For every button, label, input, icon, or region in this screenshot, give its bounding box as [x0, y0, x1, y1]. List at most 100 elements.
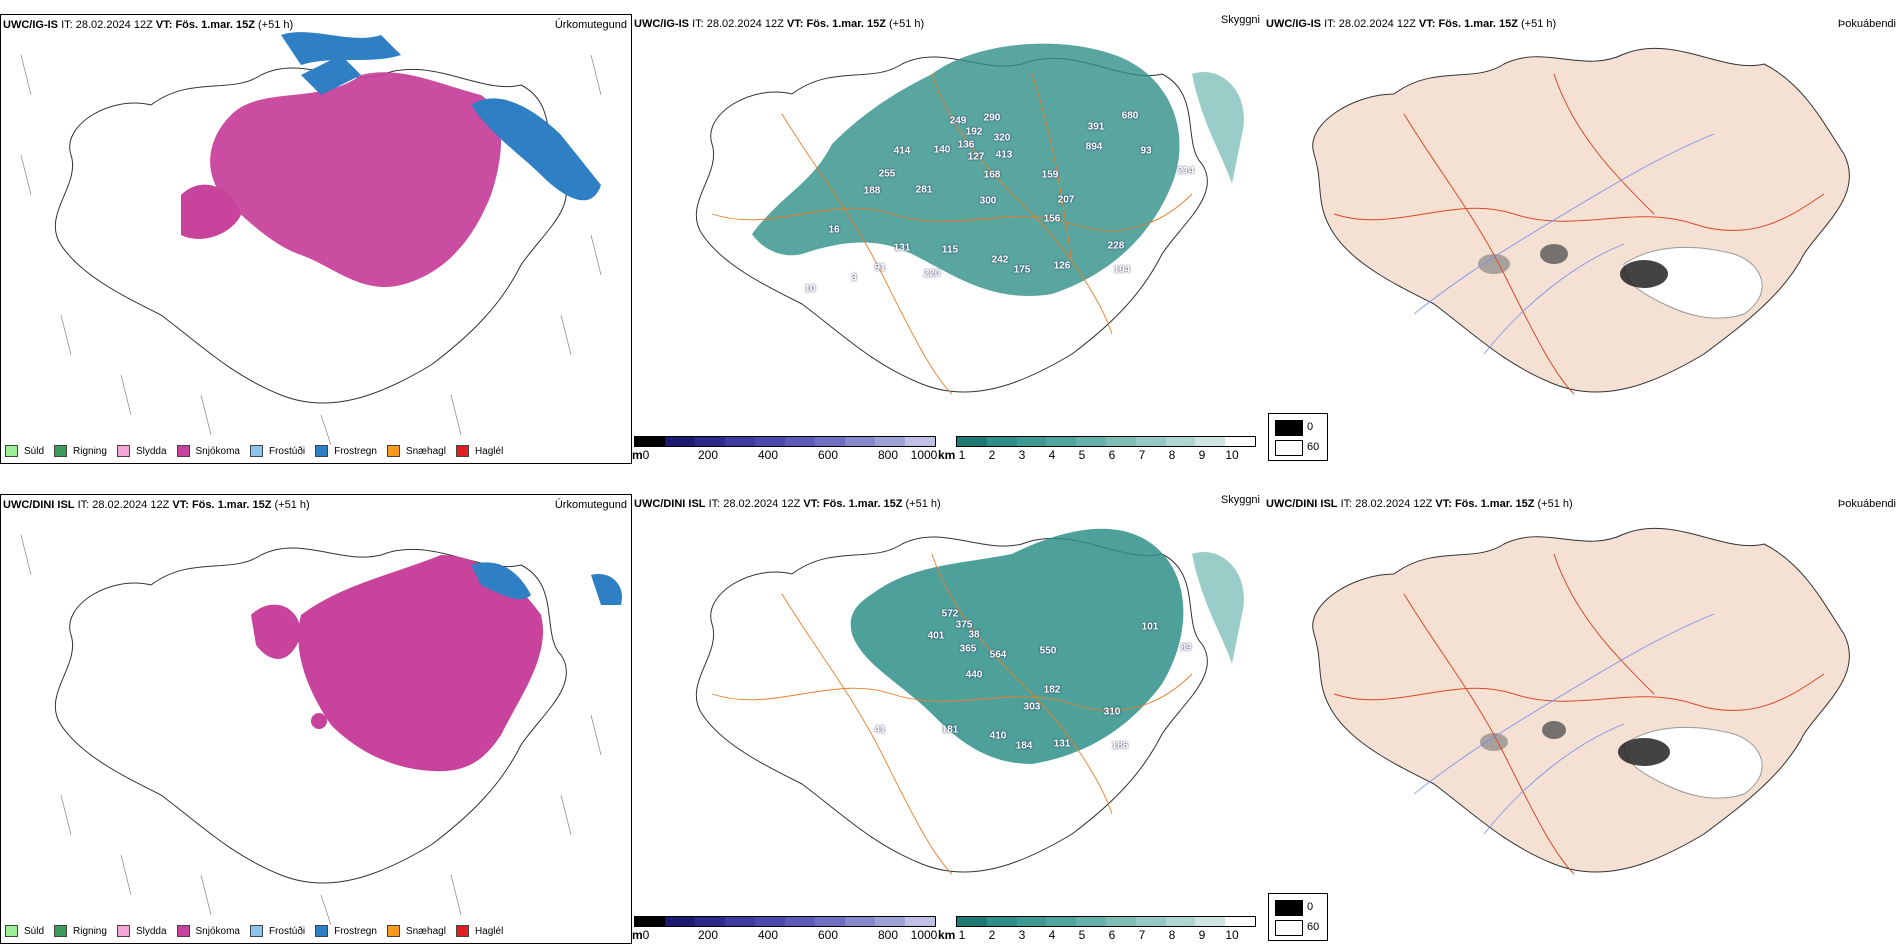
visibility-panel: UWC/IG-IS IT: 28.02.2024 12Z VT: Fös. 1.…	[632, 14, 1264, 464]
visibility-value: 101	[1141, 621, 1159, 633]
tick: 8	[1168, 448, 1176, 462]
km-colorbar	[956, 436, 1256, 447]
m-colorbar	[634, 436, 936, 447]
visibility-value: 300	[979, 195, 997, 207]
visibility-value: 192	[965, 126, 983, 138]
legend-item: Súld	[5, 445, 44, 457]
visibility-value: 401	[927, 630, 945, 642]
tick: 5	[1078, 448, 1086, 462]
fog-panel: UWC/DINI ISL IT: 28.02.2024 12Z VT: Fös.…	[1264, 494, 1900, 944]
tick: 10	[1225, 448, 1239, 462]
visibility-value: 175	[1013, 264, 1031, 276]
visibility-value: 127	[967, 151, 985, 163]
fog-panel: UWC/IG-IS IT: 28.02.2024 12Z VT: Fös. 1.…	[1264, 14, 1900, 464]
fog-map	[1312, 527, 1850, 875]
visibility-value: 572	[941, 608, 959, 620]
legend-item: Frostregn	[315, 445, 377, 457]
tick: 200	[697, 448, 719, 462]
fog-swatch-dark	[1275, 900, 1303, 916]
legend-item: Rigning	[54, 445, 107, 457]
visibility-value: 365	[959, 643, 977, 655]
row-2: UWC/DINI ISL IT: 28.02.2024 12Z VT: Fös.…	[0, 480, 1900, 950]
legend-item: Haglél	[455, 925, 503, 937]
fog-swatch-dark	[1275, 420, 1303, 436]
legend-item: Slydda	[116, 445, 167, 457]
panel-title: UWC/IG-IS IT: 28.02.2024 12Z VT: Fös. 1.…	[3, 19, 294, 31]
panel-type-label: Skyggni	[1220, 494, 1260, 506]
tick: 6	[1108, 448, 1116, 462]
m-unit: m	[632, 928, 643, 942]
fog-legend-label: 60	[1307, 441, 1320, 453]
visibility-value: 242	[991, 254, 1009, 266]
tick: 0	[642, 448, 650, 462]
tick: 400	[757, 448, 779, 462]
fog-legend-label: 60	[1307, 921, 1320, 933]
legend-item: Rigning	[54, 925, 107, 937]
tick: 3	[1018, 448, 1026, 462]
visibility-value: 131	[1053, 738, 1071, 750]
tick: 800	[877, 448, 899, 462]
tick: 6	[1108, 928, 1116, 942]
tick: 4	[1048, 928, 1056, 942]
visibility-value: 680	[1121, 110, 1139, 122]
panel-title: UWC/DINI ISL IT: 28.02.2024 12Z VT: Fös.…	[634, 498, 941, 510]
fog-legend: 0 60	[1268, 893, 1328, 941]
visibility-value: 126	[1053, 260, 1071, 272]
visibility-value: 290	[983, 112, 1001, 124]
visibility-value: 410	[989, 730, 1007, 742]
visibility-value: 131	[893, 242, 911, 254]
visibility-value: 10	[804, 283, 816, 295]
visibility-value: 168	[983, 169, 1001, 181]
tick: 1000	[910, 928, 938, 942]
fog-legend-label: 0	[1307, 901, 1314, 913]
visibility-value: 207	[1057, 194, 1075, 206]
tick: 600	[817, 448, 839, 462]
visibility-value: 186	[1111, 740, 1129, 752]
legend-item: Frostúði	[249, 925, 305, 937]
tick: 2	[988, 448, 996, 462]
visibility-value: 156	[1043, 213, 1061, 225]
legend-item: Snæhagl	[386, 925, 446, 937]
tick: 200	[697, 928, 719, 942]
fog-map	[1312, 47, 1850, 395]
tick: 7	[1138, 928, 1146, 942]
visibility-value: 310	[1103, 706, 1121, 718]
visibility-value: 894	[1085, 141, 1103, 153]
tick: 600	[817, 928, 839, 942]
precip-type-panel: UWC/IG-IS IT: 28.02.2024 12Z VT: Fös. 1.…	[0, 14, 632, 464]
m-colorbar	[634, 916, 936, 927]
km-unit: km	[938, 448, 956, 462]
visibility-value: 93	[1140, 145, 1152, 157]
visibility-value: 320	[993, 132, 1011, 144]
tick: 9	[1198, 928, 1206, 942]
visibility-value: 136	[957, 139, 975, 151]
legend-item: Frostúði	[249, 445, 305, 457]
panel-type-label: Úrkomutegund	[554, 499, 627, 511]
tick: 800	[877, 928, 899, 942]
tick: 1	[958, 448, 966, 462]
visibility-value: 16	[828, 224, 840, 236]
panel-type-label: Úrkomutegund	[554, 19, 627, 31]
panel-title: UWC/IG-IS IT: 28.02.2024 12Z VT: Fös. 1.…	[634, 18, 925, 30]
legend-item: Haglél	[455, 445, 503, 457]
tick: 3	[1018, 928, 1026, 942]
precip-legend: Súld Rigning Slydda Snjókoma Frostúði Fr…	[5, 445, 513, 457]
panel-title: UWC/DINI ISL IT: 28.02.2024 12Z VT: Fös.…	[1266, 498, 1573, 510]
visibility-value: 228	[1107, 240, 1125, 252]
tick: 4	[1048, 448, 1056, 462]
visibility-value: 391	[1087, 121, 1105, 133]
visibility-value: 413	[995, 149, 1013, 161]
visibility-value: 281	[915, 184, 933, 196]
fog-swatch-light	[1275, 440, 1303, 456]
visibility-value: 182	[1043, 684, 1061, 696]
legend-item: Snjókoma	[176, 925, 240, 937]
visibility-value: 220	[923, 268, 941, 280]
precip-type-map	[20, 534, 622, 926]
visibility-value: 255	[878, 168, 896, 180]
panel-title: UWC/DINI ISL IT: 28.02.2024 12Z VT: Fös.…	[3, 499, 310, 511]
precip-legend: Súld Rigning Slydda Snjókoma Frostúði Fr…	[5, 925, 513, 937]
visibility-value: 440	[965, 669, 983, 681]
legend-item: Snjókoma	[176, 445, 240, 457]
km-unit: km	[938, 928, 956, 942]
precip-type-panel: UWC/DINI ISL IT: 28.02.2024 12Z VT: Fös.…	[0, 494, 632, 944]
